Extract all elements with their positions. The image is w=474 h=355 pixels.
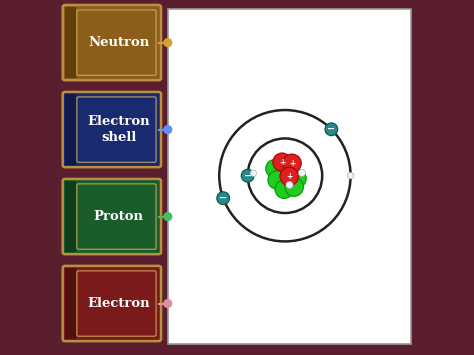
Bar bbox=[65, 268, 76, 339]
Text: −: − bbox=[328, 124, 336, 134]
Circle shape bbox=[241, 169, 254, 182]
Circle shape bbox=[273, 153, 292, 171]
Circle shape bbox=[286, 181, 293, 189]
Circle shape bbox=[164, 39, 172, 47]
Bar bbox=[65, 94, 76, 165]
Circle shape bbox=[285, 178, 303, 196]
Text: −: − bbox=[219, 193, 227, 203]
Circle shape bbox=[217, 192, 229, 204]
Text: +: + bbox=[279, 158, 285, 167]
Text: Electron: Electron bbox=[87, 297, 150, 310]
Circle shape bbox=[325, 123, 338, 136]
Circle shape bbox=[275, 180, 293, 198]
Bar bbox=[65, 7, 76, 78]
FancyBboxPatch shape bbox=[63, 5, 161, 80]
Circle shape bbox=[283, 154, 301, 173]
FancyBboxPatch shape bbox=[63, 92, 161, 167]
Circle shape bbox=[164, 126, 172, 133]
FancyBboxPatch shape bbox=[64, 93, 80, 166]
Bar bbox=[65, 181, 76, 252]
FancyBboxPatch shape bbox=[64, 180, 80, 253]
Text: Electron
shell: Electron shell bbox=[87, 115, 150, 144]
Text: −: − bbox=[244, 171, 252, 181]
Circle shape bbox=[266, 159, 284, 178]
Text: +: + bbox=[289, 159, 295, 168]
Bar bbox=[168, 9, 411, 344]
Circle shape bbox=[268, 171, 286, 189]
Circle shape bbox=[164, 300, 172, 307]
FancyBboxPatch shape bbox=[64, 267, 80, 340]
Circle shape bbox=[347, 173, 354, 179]
Circle shape bbox=[250, 170, 256, 176]
Circle shape bbox=[280, 167, 299, 186]
Circle shape bbox=[288, 169, 306, 188]
FancyBboxPatch shape bbox=[64, 6, 80, 80]
Text: +: + bbox=[286, 172, 292, 181]
Text: Neutron: Neutron bbox=[88, 36, 149, 49]
FancyBboxPatch shape bbox=[63, 266, 161, 341]
Text: Proton: Proton bbox=[93, 210, 144, 223]
Circle shape bbox=[299, 169, 306, 176]
FancyBboxPatch shape bbox=[63, 179, 161, 254]
Circle shape bbox=[164, 213, 172, 220]
